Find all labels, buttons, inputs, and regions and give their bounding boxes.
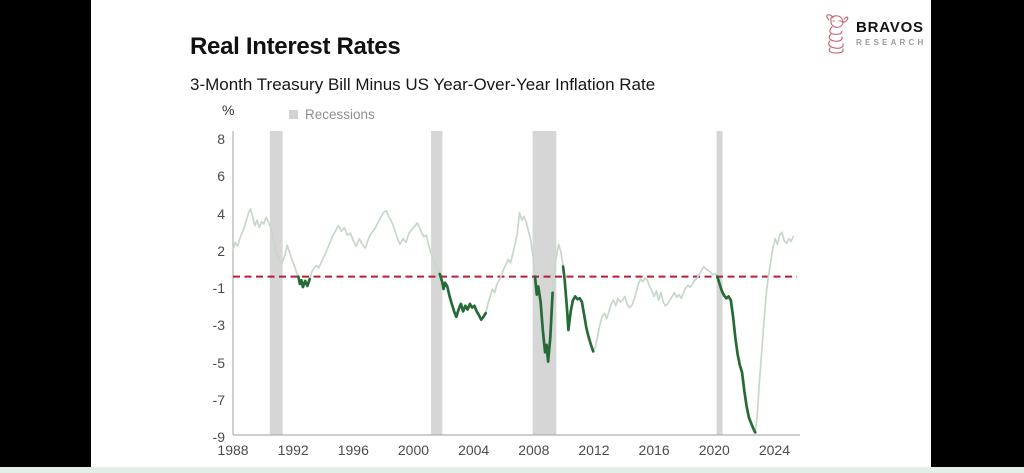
recessions-legend-label: Recessions: [305, 107, 375, 122]
recession-band: [431, 131, 443, 435]
x-tick-label: 1988: [217, 442, 249, 458]
y-tick-label: -9: [212, 429, 225, 445]
recession-swatch-icon: [289, 110, 298, 119]
negative-real-rate-segment: [715, 275, 757, 434]
logo-subname: RESEARCH: [856, 37, 927, 47]
y-tick-label: -3: [212, 317, 225, 334]
x-tick-label: 1996: [337, 442, 369, 458]
logo-name: BRAVOS: [856, 19, 924, 37]
chart-subtitle: 3-Month Treasury Bill Minus US Year-Over…: [190, 75, 656, 94]
y-tick-label: 6: [217, 168, 225, 185]
letterbox-left-bar: [0, 0, 91, 467]
x-tick-label: 2012: [578, 442, 610, 458]
real-rate-line: [232, 208, 795, 434]
bravos-logo-text: BRAVOS RESEARCH: [856, 20, 927, 47]
y-tick-label: 8: [217, 131, 225, 147]
x-tick-label: 1992: [277, 442, 309, 458]
y-tick-label: -7: [212, 391, 225, 408]
bravos-logo: BRAVOS RESEARCH: [824, 13, 927, 55]
recessions-legend: Recessions: [289, 107, 375, 122]
y-tick-label: 4: [217, 205, 225, 222]
x-tick-label: 2008: [518, 442, 550, 458]
negative-real-rate-segment: [297, 275, 312, 289]
x-tick-label: 2016: [638, 442, 670, 458]
bottom-edge-strip: [0, 467, 1024, 473]
y-tick-label: 2: [217, 242, 225, 259]
x-tick-label: 2004: [458, 442, 490, 458]
x-tick-label: 2000: [397, 442, 430, 458]
recession-band: [532, 131, 557, 435]
negative-real-rate-segment: [533, 275, 554, 363]
x-tick-label: 2020: [698, 442, 730, 458]
slide-content: Real Interest Rates 3-Month Treasury Bil…: [91, 0, 931, 467]
bravos-bull-icon: [826, 14, 849, 54]
x-tick-label: 2024: [758, 442, 791, 458]
letterbox-right-bar: [931, 0, 1024, 467]
page-title: Real Interest Rates: [190, 33, 401, 60]
y-tick-label: -5: [212, 354, 225, 371]
recession-band: [269, 131, 283, 435]
real-rates-line-chart: [232, 131, 800, 436]
y-tick-label: -1: [212, 280, 225, 296]
negative-real-rate-segment: [561, 265, 595, 353]
y-axis-unit-label: %: [222, 102, 235, 118]
negative-real-rate-segment: [438, 272, 488, 322]
